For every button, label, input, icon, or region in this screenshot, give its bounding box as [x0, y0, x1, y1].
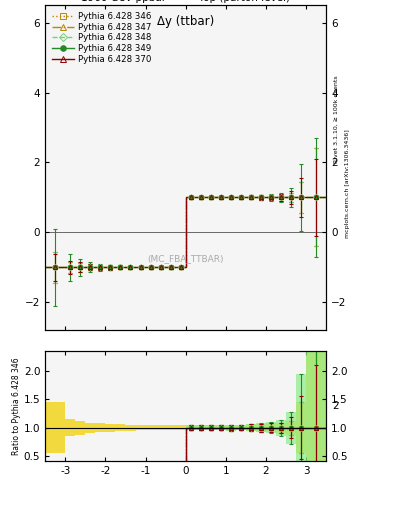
- Text: Rivet 3.1.10, ≥ 100k events: Rivet 3.1.10, ≥ 100k events: [334, 75, 338, 163]
- Y-axis label: Ratio to Pythia 6.428 346: Ratio to Pythia 6.428 346: [12, 357, 21, 455]
- Text: 2: 2: [333, 401, 339, 411]
- Title: 1960 GeV ppbar          Top (parton level): 1960 GeV ppbar Top (parton level): [81, 0, 290, 3]
- Text: mcplots.cern.ch [arXiv:1306.3436]: mcplots.cern.ch [arXiv:1306.3436]: [345, 130, 350, 238]
- Text: Δy (ttbar): Δy (ttbar): [157, 15, 214, 28]
- Text: (MC_FBA_TTBAR): (MC_FBA_TTBAR): [147, 254, 224, 263]
- Legend: Pythia 6.428 346, Pythia 6.428 347, Pythia 6.428 348, Pythia 6.428 349, Pythia 6: Pythia 6.428 346, Pythia 6.428 347, Pyth…: [50, 9, 154, 67]
